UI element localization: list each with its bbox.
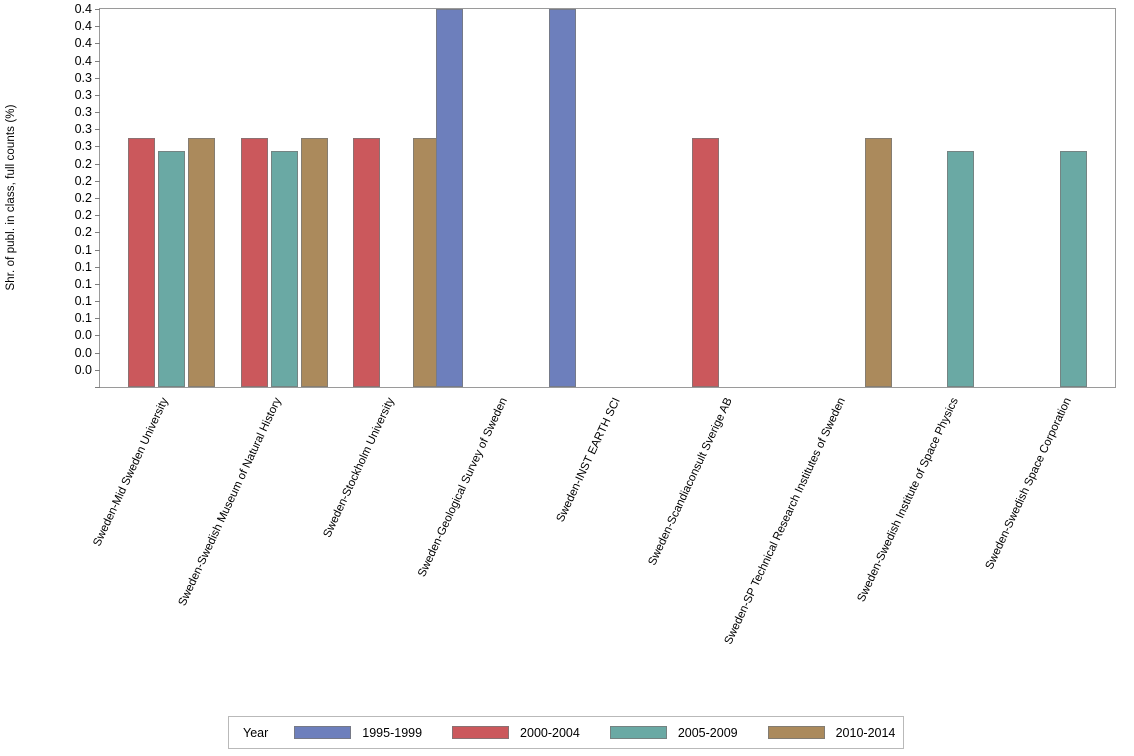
y-axis-tick-label: 0.1	[74, 294, 92, 309]
y-axis-tick	[95, 43, 100, 45]
bar[interactable]	[187, 137, 215, 387]
bar[interactable]	[240, 137, 268, 387]
legend-item[interactable]: 2000-2004	[452, 726, 580, 740]
y-axis-tick	[95, 198, 100, 199]
legend-item[interactable]: 2010-2014	[767, 725, 896, 740]
bar[interactable]	[413, 137, 441, 387]
y-axis-tick	[95, 60, 100, 62]
legend-swatch	[452, 726, 510, 739]
legend-item[interactable]: 1995-1999	[294, 726, 422, 740]
y-axis-tick	[95, 318, 100, 320]
y-axis-tick-label: 0.2	[74, 208, 92, 223]
bar[interactable]	[270, 150, 298, 387]
bar[interactable]	[549, 9, 576, 387]
y-axis-tick-label: 0.3	[74, 122, 92, 137]
y-axis-tick-label: 0.4	[74, 36, 92, 51]
legend-label: 2000-2004	[520, 725, 580, 740]
bar[interactable]	[127, 137, 155, 387]
legend: Year 1995-1999 2000-2004 2005-2009 2010-201…	[228, 716, 904, 749]
y-axis-tick-label: 0.4	[74, 53, 92, 68]
y-axis-tick	[95, 335, 100, 337]
bars-container	[100, 9, 1115, 387]
legend-swatch	[294, 726, 352, 739]
y-axis-tick-label: 0.2	[74, 225, 92, 240]
y-axis-tick	[95, 146, 100, 148]
y-axis-tick-label: 0.2	[74, 173, 92, 188]
legend-swatch	[609, 726, 667, 739]
y-axis-title: Shr. of publ. in class, full counts (%)	[5, 104, 17, 291]
y-axis-tick-label: 0.1	[74, 259, 92, 274]
legend-label: 1995-1999	[362, 725, 423, 740]
y-axis-tick-label: 0.0	[74, 328, 92, 343]
y-axis-tick	[95, 112, 100, 114]
y-axis-tick	[95, 77, 100, 79]
y-axis-tick-label: 0.4	[74, 2, 92, 16]
bar[interactable]	[1060, 150, 1088, 387]
y-axis-tick-label: 0.2	[74, 191, 92, 205]
y-axis-tick-label: 0.0	[74, 345, 92, 360]
legend-item[interactable]: 2005-2009	[609, 725, 738, 740]
y-axis-tick	[95, 266, 100, 268]
y-axis-tick-label: 0.0	[74, 362, 92, 377]
y-axis-tick	[95, 215, 100, 217]
y-axis-tick	[95, 26, 100, 28]
bar[interactable]	[436, 9, 464, 387]
y-axis-tick-label: 0.1	[74, 276, 92, 291]
bar[interactable]	[691, 137, 719, 387]
y-axis-tick-label: 0.2	[74, 156, 92, 171]
y-axis-tick	[95, 301, 100, 303]
y-axis-tick	[95, 283, 100, 285]
y-axis-tick	[95, 163, 100, 165]
y-axis-tick-label: 0.3	[74, 87, 92, 102]
y-axis-tick	[95, 369, 100, 371]
y-axis-tick	[95, 129, 100, 131]
bar[interactable]	[947, 150, 975, 387]
y-axis-tick	[95, 249, 100, 251]
plot-area: 0.4 0.4 0.4 0.4 0.3 0.3 0.3 0.3 0.3 0.2 0.2 0.2 0.2 0…	[75, 2, 1116, 388]
y-axis-tick	[95, 387, 100, 388]
plot-inner	[100, 9, 1115, 387]
y-axis-tick	[95, 232, 100, 234]
y-axis-tick-label: 0.3	[74, 70, 92, 85]
y-axis-tick-label: 0.3	[74, 139, 92, 154]
bar[interactable]	[157, 150, 185, 387]
y-axis-tick-label: 0.4	[74, 19, 92, 34]
y-axis-tick-label: 0.1	[74, 242, 92, 257]
y-axis-tick	[95, 9, 100, 10]
legend-label: 2005-2009	[677, 725, 738, 740]
y-axis-tick-label: 0.3	[74, 105, 92, 120]
legend-swatch	[767, 726, 825, 739]
bar[interactable]	[864, 137, 892, 387]
y-axis-tick-label: 0.1	[74, 311, 92, 326]
legend-items: 1995-1999 2000-2004 2005-2009 2010-2014	[294, 726, 925, 740]
y-axis-tick	[95, 94, 100, 96]
bar[interactable]	[353, 137, 381, 387]
legend-title: Year	[243, 725, 269, 740]
bar[interactable]	[300, 137, 328, 387]
y-axis-tick	[95, 352, 100, 354]
legend-label: 2010-2014	[835, 725, 896, 740]
y-axis-tick	[95, 180, 100, 182]
